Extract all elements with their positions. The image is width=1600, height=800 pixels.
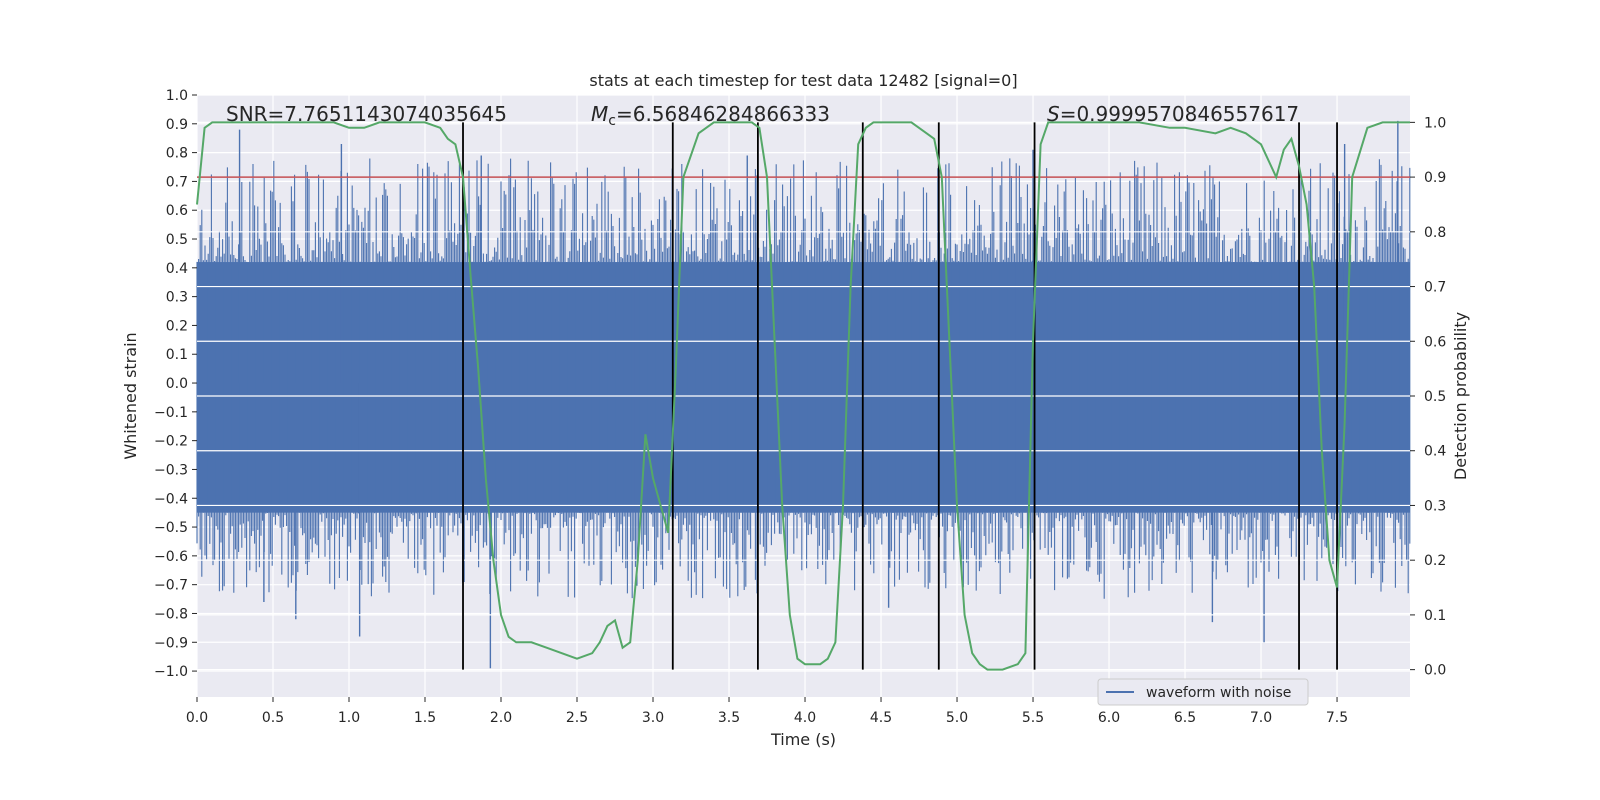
- legend-label: waveform with noise: [1146, 685, 1291, 701]
- y-tick-label: 1.0: [166, 88, 188, 104]
- y-tick-label: 0.0: [166, 376, 188, 392]
- waveform-series: [196, 120, 1411, 669]
- y-axis-label-left: Whitened strain: [121, 332, 140, 459]
- x-tick-label: 3.0: [642, 710, 664, 726]
- y-tick-label: 0.6: [166, 203, 188, 219]
- x-tick-label: 4.5: [870, 710, 892, 726]
- y-axis-label-right: Detection probability: [1451, 312, 1470, 480]
- y-right-tick-label: 0.0: [1424, 663, 1446, 679]
- x-tick-label: 7.5: [1326, 710, 1348, 726]
- y-tick-label: −0.7: [154, 578, 188, 594]
- x-tick-label: 6.5: [1174, 710, 1196, 726]
- x-tick-label: 6.0: [1098, 710, 1120, 726]
- y-tick-label: 0.3: [166, 290, 188, 306]
- x-tick-label: 0.0: [186, 710, 208, 726]
- y-right-tick-label: 0.8: [1424, 225, 1446, 241]
- y-right-tick-label: 0.6: [1424, 334, 1446, 350]
- y-ticks-right: 1.0 0.9 0.8 0.7 0.6 0.5 0.4 0.3 0.2 0.1 0.0: [1410, 115, 1446, 679]
- x-tick-label: 5.5: [1022, 710, 1044, 726]
- y-tick-label: 0.7: [166, 174, 188, 190]
- y-tick-label: 0.2: [166, 318, 188, 334]
- y-tick-label: −0.6: [154, 549, 188, 565]
- x-tick-label: 0.5: [262, 710, 284, 726]
- y-right-tick-label: 0.3: [1424, 498, 1446, 514]
- s-symbol: S: [1047, 102, 1060, 126]
- x-tick-label: 1.5: [414, 710, 436, 726]
- snr-annotation: SNR=7.7651143074035645: [226, 102, 507, 126]
- y-tick-label: −0.5: [154, 520, 188, 536]
- x-tick-label: 5.0: [946, 710, 968, 726]
- mc-value: =6.56846284866333: [616, 102, 830, 126]
- x-tick-label: 3.5: [718, 710, 740, 726]
- x-tick-label: 7.0: [1250, 710, 1272, 726]
- mc-subscript: c: [608, 113, 616, 129]
- y-tick-label: 0.8: [166, 146, 188, 162]
- x-tick-label: 2.0: [490, 710, 512, 726]
- y-right-tick-label: 0.1: [1424, 608, 1446, 624]
- y-tick-label: −0.8: [154, 606, 188, 622]
- y-right-tick-label: 0.5: [1424, 389, 1446, 405]
- vertical-markers: [462, 122, 1338, 670]
- x-tick-label: 1.0: [338, 710, 360, 726]
- y-right-tick-label: 0.2: [1424, 553, 1446, 569]
- chirp-mass-annotation: Mc=6.56846284866333: [591, 102, 830, 129]
- y-ticks-left: 1.0 0.9 0.8 0.7 0.6 0.5 0.4 0.3 0.2 0.1 0.0 −0.1 −0.…: [154, 88, 197, 680]
- detection-probability-line: [196, 121, 1410, 671]
- x-axis-label: Time (s): [770, 730, 836, 749]
- s-annotation: S=0.9999570846557617: [1047, 102, 1299, 126]
- waveform-noise-path: [196, 158, 1411, 599]
- y-tick-label: 0.1: [166, 347, 188, 363]
- y-tick-label: −0.1: [154, 405, 188, 421]
- y-right-tick-label: 0.7: [1424, 280, 1446, 296]
- legend: waveform with noise: [1097, 678, 1309, 706]
- s-value: =0.9999570846557617: [1060, 102, 1299, 126]
- y-right-tick-label: 0.9: [1424, 170, 1446, 186]
- x-tick-label: 4.0: [794, 710, 816, 726]
- chart-title: stats at each timestep for test data 124…: [589, 71, 1017, 90]
- y-tick-label: −0.3: [154, 462, 188, 478]
- y-tick-label: 0.9: [166, 117, 188, 133]
- y-tick-label: −1.0: [154, 664, 188, 680]
- y-right-tick-label: 0.4: [1424, 444, 1446, 460]
- y-tick-label: −0.4: [154, 491, 188, 507]
- y-right-tick-label: 1.0: [1424, 115, 1446, 131]
- y-tick-label: 0.4: [166, 261, 188, 277]
- y-tick-label: 0.5: [166, 232, 188, 248]
- x-tick-label: 2.5: [566, 710, 588, 726]
- y-tick-label: −0.2: [154, 434, 188, 450]
- y-tick-label: −0.9: [154, 635, 188, 651]
- legend-box: [1097, 678, 1309, 706]
- mc-symbol: M: [591, 102, 608, 126]
